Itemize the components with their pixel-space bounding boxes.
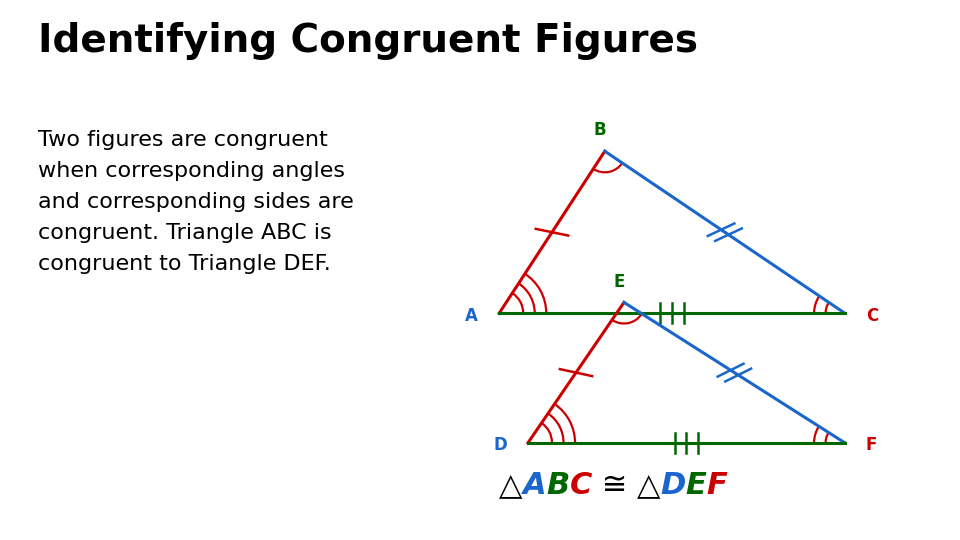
Text: Identifying Congruent Figures: Identifying Congruent Figures	[38, 22, 698, 59]
Text: Two figures are congruent
when corresponding angles
and corresponding sides are
: Two figures are congruent when correspon…	[38, 130, 354, 274]
Text: A: A	[522, 471, 546, 501]
Text: △: △	[499, 471, 522, 501]
Text: F: F	[866, 436, 877, 455]
Text: C: C	[866, 307, 878, 325]
Text: ≅: ≅	[592, 471, 636, 501]
Text: A: A	[466, 307, 478, 325]
Text: E: E	[613, 273, 625, 291]
Text: D: D	[660, 471, 685, 501]
Text: B: B	[546, 471, 569, 501]
Text: E: E	[685, 471, 707, 501]
Text: F: F	[707, 471, 728, 501]
Text: B: B	[593, 122, 607, 139]
Text: △: △	[636, 471, 660, 501]
Text: D: D	[493, 436, 507, 455]
Text: C: C	[569, 471, 592, 501]
